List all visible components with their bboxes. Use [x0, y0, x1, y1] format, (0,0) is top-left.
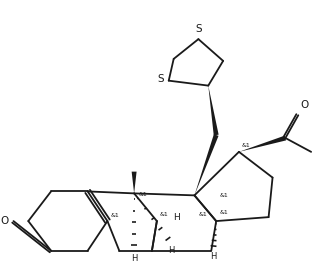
Text: H: H	[210, 252, 216, 261]
Text: O: O	[0, 216, 9, 226]
Polygon shape	[194, 134, 219, 195]
Text: &1: &1	[219, 193, 228, 198]
Text: &1: &1	[198, 212, 207, 217]
Text: &1: &1	[139, 192, 148, 197]
Text: S: S	[195, 24, 202, 34]
Text: &1: &1	[242, 143, 251, 148]
Text: H: H	[168, 246, 175, 255]
Text: &1: &1	[219, 210, 228, 215]
Text: &1: &1	[160, 212, 169, 217]
Polygon shape	[132, 172, 137, 193]
Text: H: H	[131, 254, 137, 263]
Text: H: H	[173, 213, 180, 222]
Polygon shape	[239, 136, 286, 152]
Polygon shape	[208, 86, 219, 135]
Text: &1: &1	[110, 213, 119, 218]
Text: S: S	[157, 74, 164, 84]
Text: O: O	[300, 100, 308, 110]
